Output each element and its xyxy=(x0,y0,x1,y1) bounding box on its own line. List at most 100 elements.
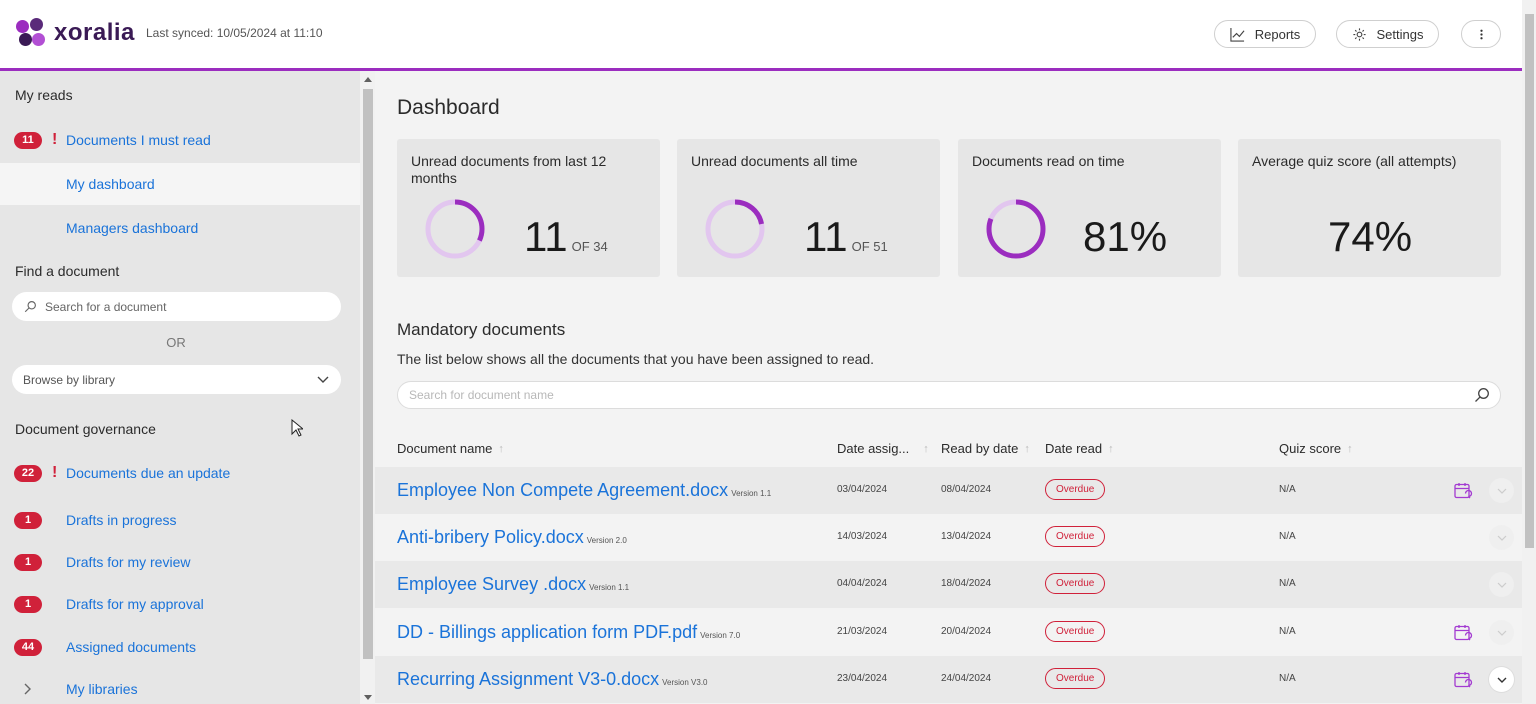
sidebar-item-documents-due-update[interactable]: 22 ! Documents due an update xyxy=(0,452,360,494)
card-title: Unread documents all time xyxy=(691,153,858,169)
count-badge: 1 xyxy=(14,511,42,529)
scroll-down-arrow-icon[interactable] xyxy=(364,695,372,700)
column-header-date-assigned[interactable]: Date assig... ↑ xyxy=(837,441,929,456)
document-name: DD - Billings application form PDF.pdf xyxy=(397,622,698,642)
quiz-score: N/A xyxy=(1279,484,1296,495)
read-by-date: 08/04/2024 xyxy=(941,484,992,495)
alert-icon: ! xyxy=(52,464,58,481)
sidebar-item-assigned-documents[interactable]: 44 Assigned documents xyxy=(0,626,360,668)
scrollbar-thumb[interactable] xyxy=(363,89,373,659)
quiz-score: N/A xyxy=(1279,673,1296,684)
page-scrollbar[interactable] xyxy=(1522,0,1536,704)
column-header-quiz-score[interactable]: Quiz score ↑ xyxy=(1279,441,1353,456)
sidebar-scrollbar[interactable] xyxy=(360,71,375,704)
expand-row-button[interactable] xyxy=(1489,572,1514,597)
expand-row-button[interactable] xyxy=(1489,620,1514,645)
sort-arrow-icon: ↑ xyxy=(923,442,929,455)
count-badge: 11 xyxy=(14,131,42,149)
card-value-number: 11 xyxy=(804,213,848,260)
mandatory-documents-description: The list below shows all the documents t… xyxy=(397,351,875,367)
chevron-down-icon xyxy=(1497,488,1506,494)
search-icon[interactable] xyxy=(1474,387,1490,403)
browse-library-select[interactable]: Browse by library xyxy=(12,365,341,394)
sidebar-item-label: Drafts for my approval xyxy=(66,596,204,612)
sidebar-item-my-libraries[interactable]: My libraries xyxy=(0,668,360,704)
document-version: Version 7.0 xyxy=(700,631,741,640)
quiz-score: N/A xyxy=(1279,626,1296,637)
document-name: Recurring Assignment V3-0.docx xyxy=(397,669,660,689)
stat-card-read-on-time: Documents read on time 81% xyxy=(958,139,1221,277)
document-link[interactable]: Employee Survey .docx Version 1.1 xyxy=(397,574,629,595)
column-header-read-by-date[interactable]: Read by date ↑ xyxy=(941,441,1030,456)
sidebar-item-label: Drafts in progress xyxy=(66,512,177,528)
sidebar-item-drafts-for-review[interactable]: 1 Drafts for my review xyxy=(0,541,360,583)
read-by-date: 18/04/2024 xyxy=(941,578,992,589)
recurring-calendar-icon[interactable] xyxy=(1453,481,1473,501)
progress-ring-icon xyxy=(705,199,765,259)
app-header: xoralia Last synced: 10/05/2024 at 11:10… xyxy=(0,0,1522,68)
chevron-down-icon xyxy=(1497,535,1506,541)
chevron-right-icon[interactable] xyxy=(24,683,32,695)
sidebar-item-label: My dashboard xyxy=(66,176,155,192)
more-options-button[interactable] xyxy=(1461,20,1501,48)
count-badge: 1 xyxy=(14,553,42,571)
progress-ring-icon xyxy=(986,199,1046,259)
table-row[interactable]: Anti-bribery Policy.docx Version 2.0 14/0… xyxy=(375,514,1522,561)
xoralia-logo[interactable]: xoralia xyxy=(16,18,135,48)
document-name: Employee Survey .docx xyxy=(397,574,587,594)
chevron-down-icon xyxy=(1497,582,1506,588)
table-row[interactable]: Employee Survey .docx Version 1.1 04/04/2… xyxy=(375,561,1522,608)
table-row[interactable]: DD - Billings application form PDF.pdf Ve… xyxy=(375,609,1522,656)
sidebar-item-drafts-for-approval[interactable]: 1 Drafts for my approval xyxy=(0,583,360,625)
sidebar-search-input[interactable]: Search for a document xyxy=(12,292,341,321)
recurring-calendar-icon[interactable] xyxy=(1453,623,1473,643)
chevron-down-icon xyxy=(317,376,329,383)
column-label: Date assig... xyxy=(837,441,910,456)
card-value-total: OF 34 xyxy=(571,239,608,254)
sidebar-item-label: Documents due an update xyxy=(66,465,231,481)
document-name: Employee Non Compete Agreement.docx xyxy=(397,480,729,500)
table-row[interactable]: Recurring Assignment V3-0.docx Version V3… xyxy=(375,656,1522,703)
sort-arrow-icon: ↑ xyxy=(1108,442,1114,455)
reports-button[interactable]: Reports xyxy=(1214,20,1316,48)
table-row[interactable]: Employee Non Compete Agreement.docx Versi… xyxy=(375,467,1522,514)
or-divider: OR xyxy=(166,335,186,350)
column-label: Date read xyxy=(1045,441,1103,456)
main-content: Dashboard Unread documents from last 12 … xyxy=(375,71,1522,704)
sidebar-item-drafts-in-progress[interactable]: 1 Drafts in progress xyxy=(0,499,360,541)
date-assigned: 04/04/2024 xyxy=(837,578,888,589)
scrollbar-thumb[interactable] xyxy=(1525,14,1534,548)
page-title: Dashboard xyxy=(397,96,500,119)
document-link[interactable]: DD - Billings application form PDF.pdf Ve… xyxy=(397,622,740,643)
document-name-search-input[interactable]: Search for document name xyxy=(397,381,1501,409)
date-assigned: 23/04/2024 xyxy=(837,673,888,684)
progress-ring-icon xyxy=(425,199,485,259)
scroll-up-arrow-icon[interactable] xyxy=(364,77,372,82)
recurring-calendar-icon[interactable] xyxy=(1453,670,1473,690)
document-link[interactable]: Employee Non Compete Agreement.docx Versi… xyxy=(397,480,771,501)
read-by-date: 20/04/2024 xyxy=(941,626,992,637)
card-value-number: 74% xyxy=(1328,213,1413,260)
expand-row-button[interactable] xyxy=(1489,667,1514,692)
settings-button[interactable]: Settings xyxy=(1336,20,1439,48)
sidebar-item-label: Documents I must read xyxy=(66,132,211,148)
card-value: 74% xyxy=(1328,213,1412,261)
sidebar-item-documents-must-read[interactable]: 11 ! Documents I must read xyxy=(0,119,360,161)
document-name: Anti-bribery Policy.docx xyxy=(397,527,584,547)
logo-text: xoralia xyxy=(54,19,135,46)
document-link[interactable]: Anti-bribery Policy.docx Version 2.0 xyxy=(397,527,627,548)
column-label: Document name xyxy=(397,441,493,456)
date-assigned: 14/03/2024 xyxy=(837,531,888,542)
column-header-document-name[interactable]: Document name ↑ xyxy=(397,441,504,456)
column-header-date-read[interactable]: Date read ↑ xyxy=(1045,441,1114,456)
sidebar-item-managers-dashboard[interactable]: Managers dashboard xyxy=(0,207,360,249)
expand-row-button[interactable] xyxy=(1489,525,1514,550)
overdue-badge: Overdue xyxy=(1045,621,1106,642)
settings-label: Settings xyxy=(1376,26,1424,42)
expand-row-button[interactable] xyxy=(1489,478,1514,503)
document-link[interactable]: Recurring Assignment V3-0.docx Version V3… xyxy=(397,669,708,690)
sidebar-item-my-dashboard[interactable]: My dashboard xyxy=(0,163,360,205)
card-value: 11 OF 51 xyxy=(804,213,888,261)
date-assigned: 21/03/2024 xyxy=(837,626,888,637)
logo-icon xyxy=(16,18,46,48)
